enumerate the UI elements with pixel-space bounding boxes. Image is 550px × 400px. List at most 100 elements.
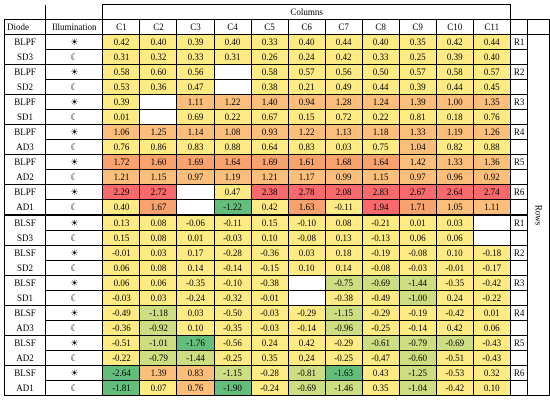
cell-c4: 1.22 (213, 94, 252, 110)
cell-c11 (472, 214, 511, 231)
table-row: BLPF ☀ 0.58 0.60 0.56 0.58 0.57 0.56 0.50 0.57 0.5… (3, 64, 550, 80)
cell-c2: 1.67 (139, 199, 178, 216)
cell-c4: -1.15 (213, 365, 252, 381)
cell-c8: -0.25 (361, 320, 400, 336)
cell-c8: 0.35 (361, 380, 400, 396)
cell-c6: 2.78 (287, 184, 326, 200)
cell-c9: -0.14 (398, 320, 437, 336)
cell-c4: -1.22 (213, 199, 252, 216)
cell-c1: 0.40 (102, 199, 141, 216)
cell-c9: 0.06 (398, 230, 437, 246)
cell-c8: -0.19 (361, 245, 400, 261)
cell-c4: -0.25 (213, 350, 252, 366)
rows-group-label: Rows (527, 34, 550, 396)
diode-label-line2: SD3 (3, 49, 47, 65)
table-row: BLPF ☀ 2.29 2.72 0.47 2.38 2.78 2.08 2.83 2.67 2.6… (3, 184, 550, 200)
diode-label-line1: BLSF (3, 305, 47, 321)
cell-c11: 0.01 (472, 305, 511, 321)
moon-icon: ☾ (45, 79, 104, 95)
cell-c8: -0.21 (361, 214, 400, 231)
cell-c9: 0.57 (398, 64, 437, 80)
row-label: R4 (509, 305, 529, 321)
cell-c8: -0.47 (361, 350, 400, 366)
cell-c11: 1.35 (472, 94, 511, 110)
cell-c4: 0.88 (213, 139, 252, 155)
rows-group-text: Rows (533, 204, 544, 226)
cell-c6: 0.24 (287, 49, 326, 65)
row-label: R3 (509, 275, 529, 291)
table-row: SD3 ☾ 0.15 0.08 0.01 -0.03 0.10 -0.08 0.13 -0.13 0… (3, 230, 550, 246)
cell-c9: 1.33 (398, 124, 437, 140)
cell-c6: 1.17 (287, 169, 326, 185)
cell-c4: -0.35 (213, 320, 252, 336)
cell-c9: -0.08 (398, 245, 437, 261)
diode-label-line1: BLSF (3, 335, 47, 351)
cell-c11: -0.18 (472, 245, 511, 261)
cell-c7: 0.56 (324, 64, 363, 80)
row-label: R5 (509, 335, 529, 351)
row-label: R3 (509, 94, 529, 110)
cell-c11: 0.57 (472, 64, 511, 80)
cell-c10: -0.53 (435, 365, 474, 381)
cell-c1: -0.49 (102, 305, 141, 321)
cell-c4 (213, 64, 252, 80)
cell-c2: 1.39 (139, 365, 178, 381)
cell-c1: 0.31 (102, 49, 141, 65)
table-row: BLSF ☀ -0.01 0.03 0.17 -0.28 -0.36 0.03 0.18 -0.1… (3, 245, 550, 261)
cell-c4: 0.47 (213, 184, 252, 200)
cell-c7: 0.18 (324, 245, 363, 261)
sun-icon: ☀ (45, 64, 104, 80)
cell-c5: 0.24 (250, 335, 289, 351)
cell-c9: 2.67 (398, 184, 437, 200)
table-row: SD2 ☾ 0.06 0.08 0.14 -0.14 -0.15 0.10 0.14 -0.08-… (3, 260, 550, 276)
cell-c7: -0.38 (324, 290, 363, 306)
cell-c10: 0.44 (435, 79, 474, 95)
cell-c8: 0.33 (361, 49, 400, 65)
cell-c7: 0.13 (324, 230, 363, 246)
cell-c8: 1.24 (361, 94, 400, 110)
header-row-top: Columns (4, 4, 550, 20)
cell-c5: 0.26 (250, 49, 289, 65)
diode-label-line1: BLPF (3, 34, 47, 50)
cell-c6: 0.24 (287, 350, 326, 366)
column-header-c9: C9 (398, 19, 437, 35)
cell-c11: 1.36 (472, 154, 511, 170)
cell-c11: 0.45 (472, 79, 511, 95)
table-row: AD1 ☾ -1.81 0.07 0.76 -1.90 -0.24 -0.69 -1.46 0.3… (3, 380, 550, 396)
column-header-c11: C11 (472, 19, 511, 35)
cell-c3: 0.47 (176, 79, 215, 95)
cell-c2: 0.03 (139, 290, 178, 306)
cell-c7: -0.11 (324, 199, 363, 216)
cell-c3: 1.11 (176, 94, 215, 110)
cell-c9: 1.04 (398, 139, 437, 155)
cell-c11: 0.44 (472, 34, 511, 50)
cell-c3: 0.17 (176, 245, 215, 261)
cell-c11: -0.17 (472, 260, 511, 276)
cell-c1: 1.21 (102, 169, 141, 185)
cell-c5: -0.03 (250, 305, 289, 321)
cell-c11: 2.74 (472, 184, 511, 200)
cell-c4: -0.14 (213, 260, 252, 276)
moon-icon: ☾ (45, 350, 104, 366)
cell-c9: 0.01 (398, 214, 437, 231)
header-row-columns: Diode Illumination C1 C2 C3 C4 C5 C6 C7 C8 C9 C10… (3, 19, 550, 35)
moon-icon: ☾ (45, 169, 104, 185)
cell-c2: 0.32 (139, 49, 178, 65)
cell-c4: 0.31 (213, 49, 252, 65)
cell-c2: 1.60 (139, 154, 178, 170)
cell-c4: -0.32 (213, 290, 252, 306)
cell-c8: 1.94 (361, 199, 400, 216)
cell-c11: 0.76 (472, 109, 511, 125)
cell-c7: -1.63 (324, 365, 363, 381)
cell-c9: 0.39 (398, 79, 437, 95)
cell-c5: -0.01 (250, 290, 289, 306)
table-row: AD1 ☾ 0.40 1.67 -1.22 0.42 1.63 -0.11 1.94 1.71 1.… (3, 199, 550, 216)
table-row: AD3 ☾ -0.36 -0.92 0.10 -0.35 -0.03 -0.14 -0.96 -0… (3, 320, 550, 336)
cell-c2: 0.07 (139, 380, 178, 396)
cell-c7: 0.14 (324, 260, 363, 276)
heatmap-table: Columns Diode Illumination C1 C2 C3 C4 C5 C6 C… (3, 4, 550, 396)
moon-icon: ☾ (45, 199, 104, 216)
table-row: BLSF ☀ 0.06 0.06 -0.35 -0.10 -0.38 -0.75 -0.69 -1… (3, 275, 550, 291)
cell-c3: 0.56 (176, 64, 215, 80)
cell-c8: -0.61 (361, 335, 400, 351)
